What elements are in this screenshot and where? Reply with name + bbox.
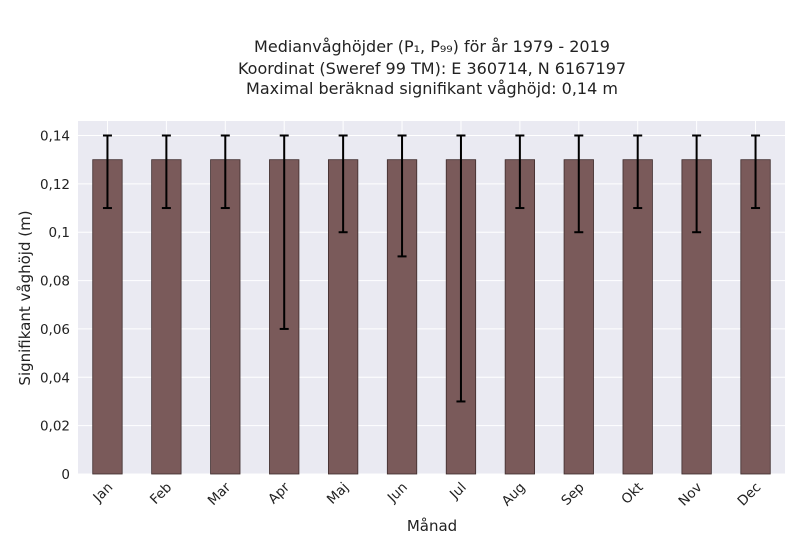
plot-area	[78, 121, 785, 474]
error-bar-jun	[397, 134, 407, 258]
error-bar-sep	[574, 134, 584, 234]
error-bar-aug	[515, 134, 525, 210]
y-tick-label: 0,12	[40, 177, 70, 193]
bar-mar	[210, 159, 241, 475]
error-bar-apr	[279, 134, 289, 330]
x-tick-label: Okt	[618, 480, 646, 508]
bar-jan	[92, 159, 123, 475]
error-bar-jul	[456, 134, 466, 403]
error-bar-mar	[220, 134, 230, 210]
x-tick-label: Apr	[265, 479, 293, 507]
title-line-2: Koordinat (Sweref 99 TM): E 360714, N 61…	[238, 59, 626, 78]
x-tick-label: Mar	[205, 479, 235, 509]
x-tick-label: Dec	[735, 480, 765, 510]
chart-title: Medianvåghöjder (P₁, P₉₉) för år 1979 - …	[238, 37, 626, 98]
y-axis-label: Signifikant våghöjd (m)	[16, 210, 34, 385]
error-bar-okt	[633, 134, 643, 210]
error-bar-jan	[102, 134, 112, 210]
error-bars	[102, 134, 761, 403]
x-tick-label: Feb	[147, 480, 175, 508]
x-tick-label: Aug	[499, 480, 529, 510]
y-tick-label: 0	[61, 467, 70, 483]
x-axis-label: Månad	[407, 517, 457, 535]
bar-feb	[151, 159, 182, 475]
x-axis-ticks: Jan Feb Mar Apr Maj Jun Jul Aug Sep Okt Nov Dec	[90, 479, 765, 509]
title-line-1: Medianvåghöjder (P₁, P₉₉) för år 1979 - …	[254, 37, 610, 56]
y-axis-ticks: 0 0,02 0,04 0,06 0,08 0,1 0,12 0,14	[40, 129, 70, 483]
bar-okt	[622, 159, 653, 475]
y-tick-label: 0,04	[40, 370, 70, 386]
y-tick-label: 0,06	[40, 322, 70, 338]
bar-aug	[504, 159, 536, 475]
x-tick-label: Maj	[324, 480, 352, 508]
x-tick-label: Sep	[558, 480, 587, 509]
bar-dec	[740, 159, 771, 475]
x-tick-label: Nov	[676, 480, 706, 510]
x-tick-label: Jan	[90, 480, 117, 507]
x-tick-label: Jun	[384, 480, 411, 507]
error-bar-feb	[161, 134, 171, 210]
title-line-3: Maximal beräknad signifikant våghöjd: 0,…	[246, 79, 618, 98]
y-tick-label: 0,08	[40, 274, 70, 290]
error-bar-maj	[338, 134, 348, 234]
x-tick-label: Jul	[446, 480, 470, 504]
bars	[92, 159, 771, 475]
y-tick-label: 0,1	[49, 225, 70, 241]
error-bar-dec	[751, 134, 761, 210]
y-tick-label: 0,14	[40, 129, 70, 145]
error-bar-nov	[692, 134, 702, 234]
y-tick-label: 0,02	[40, 419, 70, 435]
bar-maj	[327, 159, 359, 475]
